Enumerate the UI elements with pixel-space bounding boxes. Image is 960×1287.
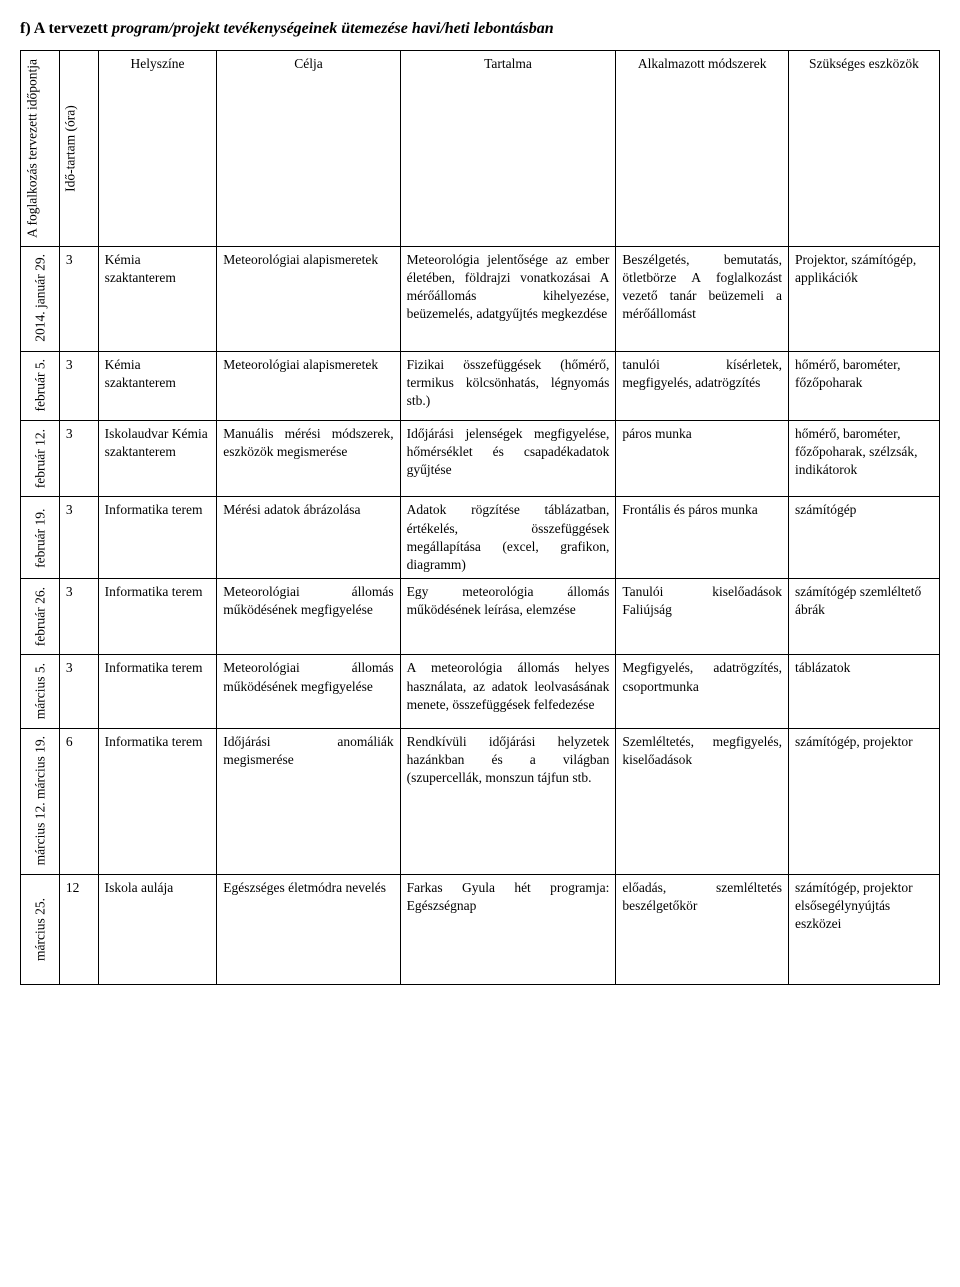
hdr-content: Tartalma <box>400 51 616 247</box>
cell-date: 2014. január 29. <box>21 246 60 351</box>
table-row: február 26. 3 Informatika terem Meteorol… <box>21 579 940 655</box>
table-row: március 5. 3 Informatika terem Meteoroló… <box>21 655 940 728</box>
cell-dur: 3 <box>59 579 98 655</box>
cell-tools: számítógép <box>788 497 939 579</box>
cell-methods: Szemléltetés, megfigyelés, kiselőadások <box>616 728 789 874</box>
table-row: február 19. 3 Informatika terem Mérési a… <box>21 497 940 579</box>
cell-content: Egy meteorológia állomás működésének leí… <box>400 579 616 655</box>
cell-methods: Tanulói kiselőadások Faliújság <box>616 579 789 655</box>
cell-goal: Meteorológiai állomás működésének megfig… <box>217 579 400 655</box>
cell-date: február 26. <box>21 579 60 655</box>
cell-goal: Egészséges életmódra nevelés <box>217 875 400 985</box>
cell-goal: Manuális mérési módszerek, eszközök megi… <box>217 421 400 497</box>
cell-tools: táblázatok <box>788 655 939 728</box>
table-row: 2014. január 29. 3 Kémia szaktanterem Me… <box>21 246 940 351</box>
cell-content: Meteorológia jelentősége az ember életéb… <box>400 246 616 351</box>
cell-goal: Meteorológiai alapismeretek <box>217 246 400 351</box>
cell-tools: hőmérő, barométer, főzőpoharak <box>788 351 939 420</box>
cell-methods: páros munka <box>616 421 789 497</box>
table-row: február 5. 3 Kémia szaktanterem Meteorol… <box>21 351 940 420</box>
cell-content: A meteorológia állomás helyes használata… <box>400 655 616 728</box>
cell-content: Adatok rögzítése táblázatban, értékelés,… <box>400 497 616 579</box>
table-row: március 25. 12 Iskola aulája Egészséges … <box>21 875 940 985</box>
cell-dur: 6 <box>59 728 98 874</box>
cell-place: Informatika terem <box>98 655 217 728</box>
cell-tools: számítógép, projektor elsősegélynyújtás … <box>788 875 939 985</box>
cell-dur: 3 <box>59 655 98 728</box>
cell-date: március 5. <box>21 655 60 728</box>
cell-tools: hőmérő, barométer, főzőpoharak, szélzsák… <box>788 421 939 497</box>
cell-place: Informatika terem <box>98 497 217 579</box>
table-row: február 12. 3 Iskolaudvar Kémia szaktant… <box>21 421 940 497</box>
cell-date: március 25. <box>21 875 60 985</box>
table-row: március 12. március 19. 6 Informatika te… <box>21 728 940 874</box>
section-title: f) A tervezett program/projekt tevékenys… <box>20 20 940 38</box>
cell-dur: 3 <box>59 246 98 351</box>
title-italic: program/projekt tevékenységeinek ütemezé… <box>112 20 554 37</box>
cell-methods: Megfigyelés, adatrögzítés, csoportmunka <box>616 655 789 728</box>
cell-dur: 3 <box>59 497 98 579</box>
cell-content: Rendkívüli időjárási helyzetek hazánkban… <box>400 728 616 874</box>
cell-dur: 12 <box>59 875 98 985</box>
cell-content: Farkas Gyula hét programja: Egészségnap <box>400 875 616 985</box>
hdr-duration: Idő-tartam (óra) <box>59 51 98 247</box>
cell-content: Időjárási jelenségek megfigyelése, hőmér… <box>400 421 616 497</box>
cell-methods: Frontális és páros munka <box>616 497 789 579</box>
cell-methods: tanulói kísérletek, megfigyelés, adatrög… <box>616 351 789 420</box>
hdr-place: Helyszíne <box>98 51 217 247</box>
hdr-tools: Szükséges eszközök <box>788 51 939 247</box>
cell-tools: számítógép szemléltető ábrák <box>788 579 939 655</box>
hdr-goal: Célja <box>217 51 400 247</box>
cell-date: március 12. március 19. <box>21 728 60 874</box>
cell-place: Iskolaudvar Kémia szaktanterem <box>98 421 217 497</box>
cell-goal: Meteorológiai állomás működésének megfig… <box>217 655 400 728</box>
cell-dur: 3 <box>59 421 98 497</box>
cell-dur: 3 <box>59 351 98 420</box>
cell-date: február 19. <box>21 497 60 579</box>
cell-goal: Meteorológiai alapismeretek <box>217 351 400 420</box>
cell-place: Informatika terem <box>98 728 217 874</box>
cell-date: február 5. <box>21 351 60 420</box>
cell-goal: Időjárási anomáliák megismerése <box>217 728 400 874</box>
title-prefix: f) A tervezett <box>20 20 112 37</box>
cell-methods: Beszélgetés, bemutatás, ötletbörze A fog… <box>616 246 789 351</box>
cell-methods: előadás, szemléltetés beszélgetőkör <box>616 875 789 985</box>
cell-tools: számítógép, projektor <box>788 728 939 874</box>
cell-place: Iskola aulája <box>98 875 217 985</box>
cell-date: február 12. <box>21 421 60 497</box>
cell-content: Fizikai összefüggések (hőmérő, termikus … <box>400 351 616 420</box>
hdr-date: A foglalkozás tervezett időpontja <box>21 51 60 247</box>
cell-tools: Projektor, számítógép, applikációk <box>788 246 939 351</box>
table-header-row: A foglalkozás tervezett időpontja Idő-ta… <box>21 51 940 247</box>
cell-place: Kémia szaktanterem <box>98 351 217 420</box>
cell-place: Informatika terem <box>98 579 217 655</box>
hdr-methods: Alkalmazott módszerek <box>616 51 789 247</box>
cell-place: Kémia szaktanterem <box>98 246 217 351</box>
schedule-table: A foglalkozás tervezett időpontja Idő-ta… <box>20 50 940 985</box>
cell-goal: Mérési adatok ábrázolása <box>217 497 400 579</box>
